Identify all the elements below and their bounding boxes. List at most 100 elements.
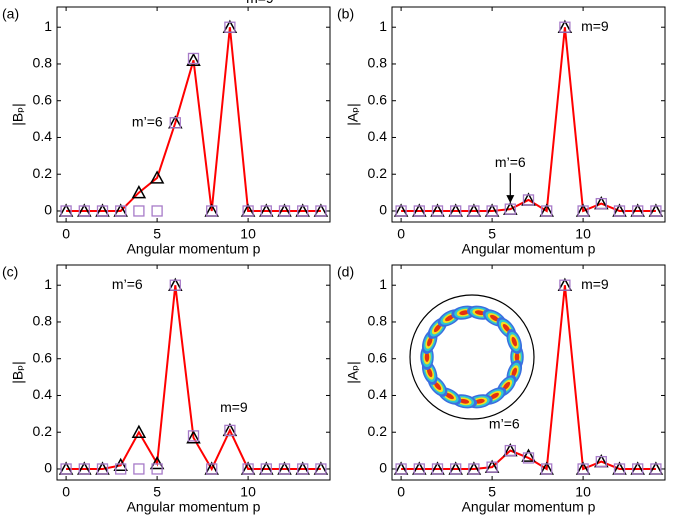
square-marker xyxy=(577,463,589,475)
square-marker xyxy=(278,463,291,475)
inset-lobe xyxy=(490,392,499,400)
inset-lobe xyxy=(514,352,520,362)
square-marker xyxy=(297,205,309,217)
square-marker xyxy=(169,117,181,129)
panel-label: (d) xyxy=(337,264,354,280)
square-marker xyxy=(486,461,498,473)
y-tick-label: 0 xyxy=(44,202,52,218)
annotation: m’=6 xyxy=(489,415,520,431)
panel: 0 5 10 0 0.2 0.4 0.6 0.8 1 Angular momentum p |Aₚ|… xyxy=(337,264,666,515)
data-line xyxy=(66,285,321,472)
square-marker xyxy=(650,205,662,217)
square-marker xyxy=(96,205,109,217)
square-marker xyxy=(450,205,462,217)
y-tick-label: 0.2 xyxy=(368,423,388,439)
x-tick-label: 5 xyxy=(153,226,161,242)
inset-lobe xyxy=(433,323,442,333)
inset-lobe xyxy=(502,381,511,391)
square-marker xyxy=(206,463,218,475)
inset-lobe xyxy=(426,336,433,347)
inset-lobe xyxy=(490,314,499,322)
y-tick-label: 0.8 xyxy=(33,313,53,329)
triangle-marker xyxy=(186,52,201,67)
y-tick-label: 0.6 xyxy=(33,91,53,107)
axes-frame xyxy=(391,264,666,481)
square-marker xyxy=(133,205,145,217)
square-marker xyxy=(468,205,480,217)
inset-lobe xyxy=(445,314,454,322)
square-marker xyxy=(187,52,200,65)
square-marker xyxy=(115,205,127,217)
y-tick-label: 0.4 xyxy=(368,128,388,144)
inset-lobe xyxy=(424,352,430,362)
square-marker xyxy=(187,430,200,442)
square-marker xyxy=(613,463,626,475)
annotation: m’=6 xyxy=(495,154,526,170)
triangle-marker xyxy=(521,448,536,462)
square-marker xyxy=(632,463,644,475)
axes-frame xyxy=(391,6,666,223)
square-marker xyxy=(450,463,462,475)
y-tick-label: 0.8 xyxy=(368,313,388,329)
square-marker xyxy=(206,205,218,217)
x-tick-label: 0 xyxy=(397,226,405,242)
triangle-marker xyxy=(113,457,128,472)
y-tick-label: 0.4 xyxy=(33,128,53,144)
x-tick-label: 0 xyxy=(62,484,70,500)
square-marker xyxy=(242,463,254,475)
square-marker xyxy=(504,203,516,215)
y-tick-label: 0.4 xyxy=(368,386,388,402)
square-marker xyxy=(60,205,72,217)
inset-lobe xyxy=(502,323,511,333)
inset-lobe xyxy=(433,381,442,391)
inset-lobe xyxy=(474,398,485,404)
panel-label: (a) xyxy=(2,6,19,22)
square-marker xyxy=(541,463,553,475)
x-tick-label: 5 xyxy=(488,484,496,500)
inset-lobe xyxy=(474,310,485,316)
square-marker xyxy=(60,463,72,475)
y-tick-label: 0 xyxy=(44,460,52,476)
inset-lobe xyxy=(459,398,470,404)
square-marker xyxy=(297,463,309,475)
square-marker xyxy=(431,205,444,217)
annotation: m’=6 xyxy=(112,276,143,292)
y-tick-label: 1 xyxy=(379,276,387,292)
square-marker xyxy=(395,463,407,475)
panel: 0 5 10 0 0.2 0.4 0.6 0.8 1 Angular momentum p |Bₚ|… xyxy=(2,264,331,515)
x-tick-label: 0 xyxy=(62,226,70,242)
panel: 0 5 10 0 0.2 0.4 0.6 0.8 1 Angular momentum p |Aₚ|… xyxy=(337,6,666,257)
annotation: m=9 xyxy=(246,0,274,6)
x-tick-label: 10 xyxy=(240,226,256,242)
square-marker xyxy=(395,205,407,217)
square-marker xyxy=(78,205,90,217)
square-marker xyxy=(133,463,145,475)
annotation: m=9 xyxy=(581,18,609,34)
y-tick-label: 0.2 xyxy=(368,165,388,181)
square-marker xyxy=(650,463,662,475)
square-marker xyxy=(78,463,90,475)
square-marker xyxy=(431,463,444,475)
square-marker xyxy=(260,463,272,475)
x-axis-label: Angular momentum p xyxy=(462,499,596,515)
square-marker xyxy=(468,463,480,475)
x-tick-label: 10 xyxy=(575,484,591,500)
square-marker xyxy=(315,463,327,475)
axes-frame xyxy=(56,264,331,481)
axes-frame xyxy=(56,6,331,223)
annotation-arrowhead xyxy=(506,195,515,204)
y-tick-label: 0 xyxy=(379,202,387,218)
y-tick-label: 0.8 xyxy=(33,55,53,71)
y-tick-label: 0.2 xyxy=(33,423,53,439)
y-axis-label: |Aₚ| xyxy=(345,361,361,384)
square-marker xyxy=(504,444,516,457)
x-axis-label: Angular momentum p xyxy=(127,241,261,257)
square-marker xyxy=(486,205,498,217)
square-marker xyxy=(115,463,127,475)
inset-lobe xyxy=(459,310,470,316)
square-marker xyxy=(169,279,181,291)
square-marker xyxy=(541,205,553,217)
x-tick-label: 5 xyxy=(488,226,496,242)
